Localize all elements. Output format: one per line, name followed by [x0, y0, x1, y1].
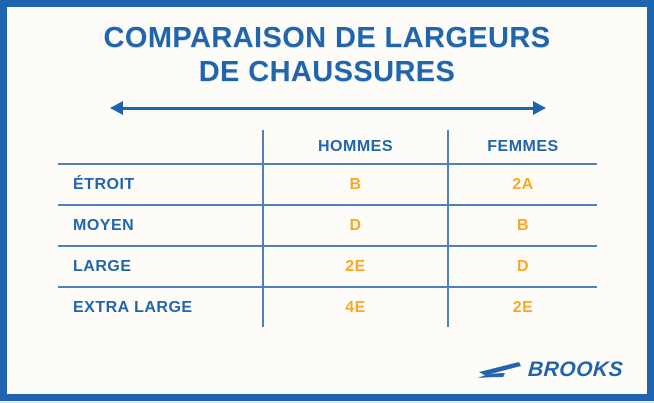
- row-label-large: LARGE: [58, 245, 262, 286]
- column-header-femmes: FEMMES: [447, 130, 597, 163]
- arrow-right-icon: [533, 101, 546, 115]
- title-line-1: COMPARAISON DE LARGEURS: [103, 22, 551, 54]
- row-label-extra-large: EXTRA LARGE: [58, 286, 262, 327]
- cell-extra-large-hommes: 4E: [262, 286, 447, 327]
- column-header-hommes: HOMMES: [262, 130, 447, 163]
- width-range-arrow: [110, 100, 546, 116]
- row-label-etroit: ÉTROIT: [58, 163, 262, 204]
- brooks-wordmark: BROOKS: [527, 358, 624, 381]
- cell-large-hommes: 2E: [262, 245, 447, 286]
- brooks-logo: BROOKS: [477, 358, 624, 382]
- cell-moyen-femmes: B: [447, 204, 597, 245]
- cell-etroit-femmes: 2A: [447, 163, 597, 204]
- arrow-shaft: [123, 106, 533, 110]
- cell-large-femmes: D: [447, 245, 597, 286]
- row-label-moyen: MOYEN: [58, 204, 262, 245]
- cell-moyen-hommes: D: [262, 204, 447, 245]
- page-title: COMPARAISON DE LARGEURS DE CHAUSSURES: [7, 21, 647, 89]
- cell-etroit-hommes: B: [262, 163, 447, 204]
- title-line-2: DE CHAUSSURES: [198, 56, 456, 88]
- arrow-left-icon: [110, 101, 123, 115]
- cell-extra-large-femmes: 2E: [447, 286, 597, 327]
- width-comparison-table: HOMMES FEMMES ÉTROIT B 2A MOYEN D B LARG…: [58, 130, 597, 327]
- table-corner-cell: [58, 130, 262, 163]
- brooks-chevron-icon: [477, 362, 521, 378]
